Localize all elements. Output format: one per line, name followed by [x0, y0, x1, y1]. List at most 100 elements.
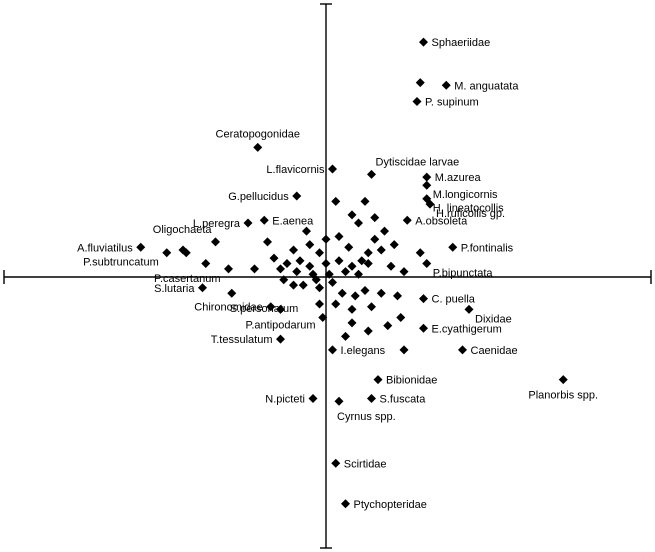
- data-point-marker: [318, 313, 328, 322]
- data-point-marker: [363, 248, 373, 258]
- point-label: Ceratopogonidae: [216, 128, 300, 140]
- data-point-marker: [380, 226, 389, 236]
- data-point-marker: [324, 269, 334, 279]
- data-point-marker: [227, 288, 237, 298]
- data-point-marker: [441, 80, 451, 90]
- point-label: S.personatum: [230, 303, 298, 315]
- data-point-marker: [282, 259, 292, 268]
- data-point-marker: [360, 286, 370, 295]
- point-label: H.ruficollis gp.: [436, 208, 505, 220]
- point-label: Dytiscidae larvae: [376, 156, 460, 168]
- data-point-marker: [402, 215, 412, 225]
- data-point-marker: [321, 259, 331, 268]
- data-point-marker: [422, 172, 432, 182]
- data-point-marker: [298, 280, 308, 290]
- data-point-marker: [419, 37, 428, 47]
- data-point-marker: [311, 275, 321, 285]
- data-point-marker: [399, 345, 409, 355]
- point-label: G.pellucidus: [228, 191, 289, 203]
- point-label: A.obsoleta: [415, 215, 468, 227]
- data-point-marker: [334, 232, 344, 241]
- point-label: P.fontinalis: [461, 242, 514, 254]
- data-point-marker: [422, 259, 432, 268]
- data-point-marker: [360, 196, 370, 206]
- point-label: E.cyathigerum: [432, 323, 502, 335]
- data-point-marker: [305, 240, 315, 250]
- data-point-marker: [276, 304, 285, 314]
- point-label: P. supinum: [425, 97, 479, 109]
- data-point-marker: [263, 237, 272, 247]
- data-point-marker: [334, 396, 344, 406]
- data-point-marker: [331, 196, 341, 206]
- data-point-marker: [370, 234, 380, 244]
- point-label: Dixidae: [475, 313, 512, 325]
- data-point-marker: [399, 267, 409, 277]
- data-point-marker: [357, 256, 367, 266]
- data-point-marker: [347, 318, 357, 328]
- data-point-marker: [354, 269, 363, 279]
- data-point-marker: [331, 299, 341, 309]
- data-point-marker: [224, 264, 233, 274]
- data-point-marker: [347, 304, 357, 314]
- data-point-marker: [253, 142, 263, 152]
- point-label: I.elegans: [341, 345, 386, 357]
- data-point-marker: [243, 218, 253, 228]
- point-label: M. anguatata: [454, 80, 519, 92]
- point-label: M.longicornis: [433, 189, 498, 201]
- point-label: S.fuscata: [380, 394, 427, 406]
- data-point-marker: [347, 210, 357, 220]
- point-labels: Sphaeriidae M. anguatata P. supinum Ceratop…: [77, 37, 598, 511]
- point-label: T.tessulatum: [211, 334, 273, 346]
- data-point-marker: [328, 277, 337, 287]
- data-point-marker: [341, 331, 350, 341]
- point-label: P.antipodarum: [245, 319, 315, 331]
- data-point-marker: [367, 302, 376, 312]
- point-label: Oligochaeta: [153, 224, 213, 236]
- data-point-marker: [415, 78, 425, 88]
- data-point-marker: [363, 259, 373, 268]
- point-label: H. lineatocollis: [433, 203, 504, 215]
- data-point-marker: [289, 280, 298, 290]
- data-point-marker: [383, 321, 393, 331]
- data-point-marker: [354, 218, 363, 228]
- data-point-marker: [211, 237, 220, 247]
- data-point-marker: [386, 261, 396, 271]
- data-point-marker: [315, 299, 324, 309]
- data-point-marker: [458, 345, 467, 355]
- data-point-marker: [321, 234, 331, 244]
- point-label: Scirtidae: [344, 458, 387, 470]
- point-label: Bibionidae: [386, 375, 437, 387]
- data-point-marker: [376, 288, 386, 298]
- data-point-marker: [337, 288, 347, 298]
- data-point-marker: [295, 256, 305, 266]
- data-point-marker: [305, 261, 315, 271]
- data-point-marker: [347, 261, 357, 271]
- data-point-marker: [558, 375, 568, 385]
- data-point-marker: [448, 242, 458, 252]
- point-label: P.casertanum: [154, 273, 220, 285]
- data-point-marker: [396, 313, 406, 322]
- point-label: Caenidae: [471, 345, 518, 357]
- data-point-marker: [279, 275, 289, 285]
- point-label: M.azurea: [435, 172, 482, 184]
- data-point-marker: [334, 256, 344, 266]
- data-point-marker: [422, 180, 432, 190]
- point-label: N.picteti: [265, 394, 305, 406]
- data-point-marker: [315, 283, 324, 293]
- data-point-marker: [419, 323, 428, 333]
- data-point-marker: [464, 304, 474, 314]
- data-points: [136, 37, 568, 509]
- data-point-marker: [328, 345, 337, 355]
- point-label: A.fluviatilus: [77, 242, 133, 254]
- data-point-marker: [331, 458, 341, 468]
- point-label: Planorbis spp.: [528, 390, 598, 402]
- data-point-marker: [341, 499, 350, 509]
- data-point-marker: [308, 394, 318, 403]
- data-point-marker: [302, 226, 311, 236]
- data-point-marker: [266, 302, 276, 312]
- data-point-marker: [181, 248, 191, 258]
- data-point-marker: [201, 259, 211, 268]
- data-point-marker: [344, 242, 354, 252]
- point-label: P.bipunctata: [433, 268, 494, 280]
